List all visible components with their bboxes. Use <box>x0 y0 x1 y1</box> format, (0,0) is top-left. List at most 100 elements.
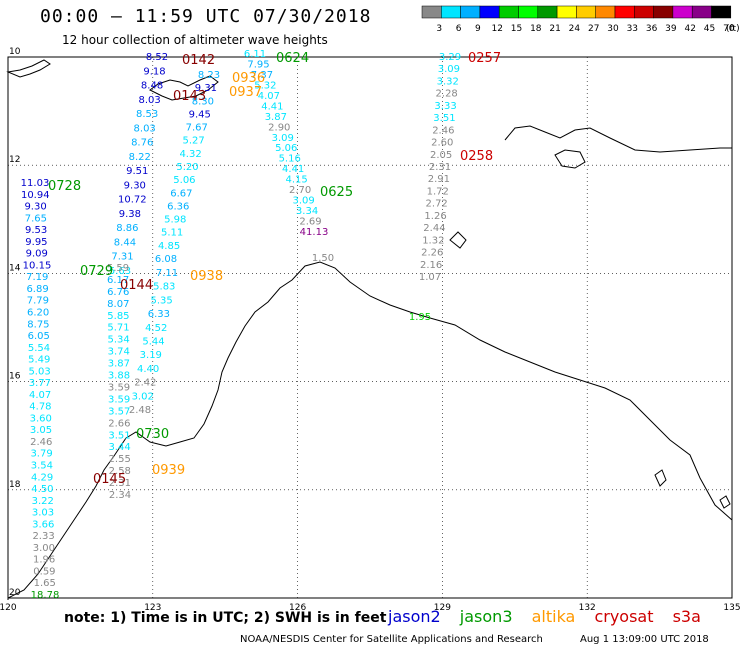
pass-time-label: 0257 <box>468 51 501 66</box>
legend-swatch <box>441 5 461 19</box>
coastline <box>6 59 733 600</box>
wave-height-value: 5.20 <box>176 162 198 173</box>
legend-label: 39 <box>665 24 677 34</box>
wave-height-value: 41.13 <box>300 227 329 238</box>
wave-height-value: 3.00 <box>33 543 55 554</box>
legend-label: 6 <box>456 24 462 34</box>
wave-height-value: 2.44 <box>423 223 445 234</box>
legend-label: 24 <box>569 24 581 34</box>
wave-height-value: 9.09 <box>26 249 48 260</box>
wave-height-value: 10.94 <box>21 190 50 201</box>
wave-height-value: 3.09 <box>292 196 314 207</box>
pass-time-label: 0729 <box>80 264 113 279</box>
wave-height-value: 3.22 <box>32 496 54 507</box>
wave-height-value: 9.53 <box>25 225 47 236</box>
wave-height-value: 9.45 <box>189 109 211 120</box>
wave-height-value: 3.19 <box>140 350 162 361</box>
footer-note: note: 1) Time is in UTC; 2) SWH is in fe… <box>64 610 387 626</box>
wave-height-value: 8.53 <box>136 109 158 120</box>
wave-height-value: 7.95 <box>247 59 269 70</box>
page-subtitle: 12 hour collection of altimeter wave hei… <box>62 33 328 47</box>
wave-height-value: 9.95 <box>25 237 47 248</box>
wave-height-value: 6.89 <box>26 284 48 295</box>
wave-height-value: 3.57 <box>108 406 130 417</box>
legend-label: 33 <box>627 24 638 34</box>
wave-height-value: 8.30 <box>192 96 214 107</box>
mission-jason2: jason2 <box>388 607 441 626</box>
wave-height-value: 4.50 <box>31 484 53 495</box>
legend-swatch <box>595 5 616 19</box>
wave-height-value: 1.32 <box>422 235 444 246</box>
wave-height-value: 2.60 <box>431 138 453 149</box>
longitude-label: 123 <box>144 603 161 613</box>
wave-height-value: 7.65 <box>25 213 47 224</box>
wave-height-value: 9.31 <box>195 83 217 94</box>
wave-height-value: 8.48 <box>141 81 163 92</box>
pass-time-label: 0936 <box>232 71 265 86</box>
legend-swatch <box>614 5 635 19</box>
wave-height-value: 6.20 <box>27 307 49 318</box>
wave-height-value: 3.74 <box>108 347 130 358</box>
legend-swatch <box>576 5 596 19</box>
map-axes-labels: 10 12 14 16 18 20 120 123 126 129 132 135 <box>0 47 740 613</box>
coastline-segment <box>149 75 219 101</box>
wave-height-value: 3.87 <box>265 112 287 123</box>
wave-height-value: 5.49 <box>28 355 50 366</box>
wave-height-value: 9.51 <box>126 166 148 177</box>
wave-height-value: 0.59 <box>33 566 55 577</box>
legend-swatch <box>518 5 539 19</box>
wave-height-value: 1.96 <box>33 555 55 566</box>
wave-height-value: 2.33 <box>32 531 54 542</box>
wave-height-value: 18.78 <box>31 590 60 601</box>
wave-height-value: 2.46 <box>432 125 454 136</box>
wave-height-value: 6.11 <box>244 49 266 60</box>
pass-time-label: 0143 <box>173 89 206 104</box>
wave-height-value: 7.67 <box>186 123 208 134</box>
wave-height-value: 4.85 <box>158 241 180 252</box>
wave-height-value: 1.65 <box>34 578 56 589</box>
legend-label: 15 <box>511 24 522 34</box>
wave-height-value: 5.16 <box>279 154 301 165</box>
wave-height-value: 1.50 <box>312 253 334 264</box>
wave-height-value: 1.07 <box>419 272 441 283</box>
wave-height-value: 3.51 <box>433 113 455 124</box>
latitude-label: 12 <box>9 155 20 165</box>
coastline-segment <box>554 149 586 169</box>
wave-height-value: 8.75 <box>27 319 49 330</box>
coastline-segment <box>654 469 667 487</box>
wave-height-value: 2.91 <box>428 174 450 185</box>
wave-height-value: 7.19 <box>26 272 48 283</box>
wave-height-value: 3.33 <box>434 101 456 112</box>
wave-height-value: 3.44 <box>108 442 130 453</box>
pass-time-label: 0142 <box>182 53 215 68</box>
mission-s3a: s3a <box>672 607 701 626</box>
legend-label: 27 <box>588 24 599 34</box>
wave-height-value: 1.95 <box>409 312 431 323</box>
wave-height-value: 5.44 <box>142 337 164 348</box>
legend-label: 36 <box>646 24 658 34</box>
pass-time-label: 0625 <box>320 185 353 200</box>
wave-height-value: 8.03 <box>134 123 156 134</box>
pass-time-label: 0938 <box>190 269 223 284</box>
wave-height-value: 6.33 <box>148 309 170 320</box>
pass-time-label: 0258 <box>460 149 493 164</box>
wave-height-value: 6.05 <box>28 331 50 342</box>
wave-height-value: 3.88 <box>108 371 130 382</box>
wave-height-value: 2.72 <box>426 199 448 210</box>
wave-height-value: 4.78 <box>29 402 51 413</box>
coastline-segment <box>449 231 467 249</box>
wave-height-value: 5.71 <box>107 323 129 334</box>
wave-height-value: 10.15 <box>23 260 52 271</box>
wave-height-value: 8.07 <box>107 299 129 310</box>
wave-height-value: 4.07 <box>29 390 51 401</box>
pass-time-label: 0624 <box>276 51 309 66</box>
wave-height-value: 5.98 <box>164 215 186 226</box>
latitude-label: 14 <box>9 263 21 273</box>
wave-height-value: 5.34 <box>107 335 129 346</box>
coastline-segment <box>7 125 733 600</box>
legend-swatch <box>460 5 481 19</box>
wave-height-value: 3.79 <box>30 449 52 460</box>
wave-height-value: 4.32 <box>179 149 201 160</box>
